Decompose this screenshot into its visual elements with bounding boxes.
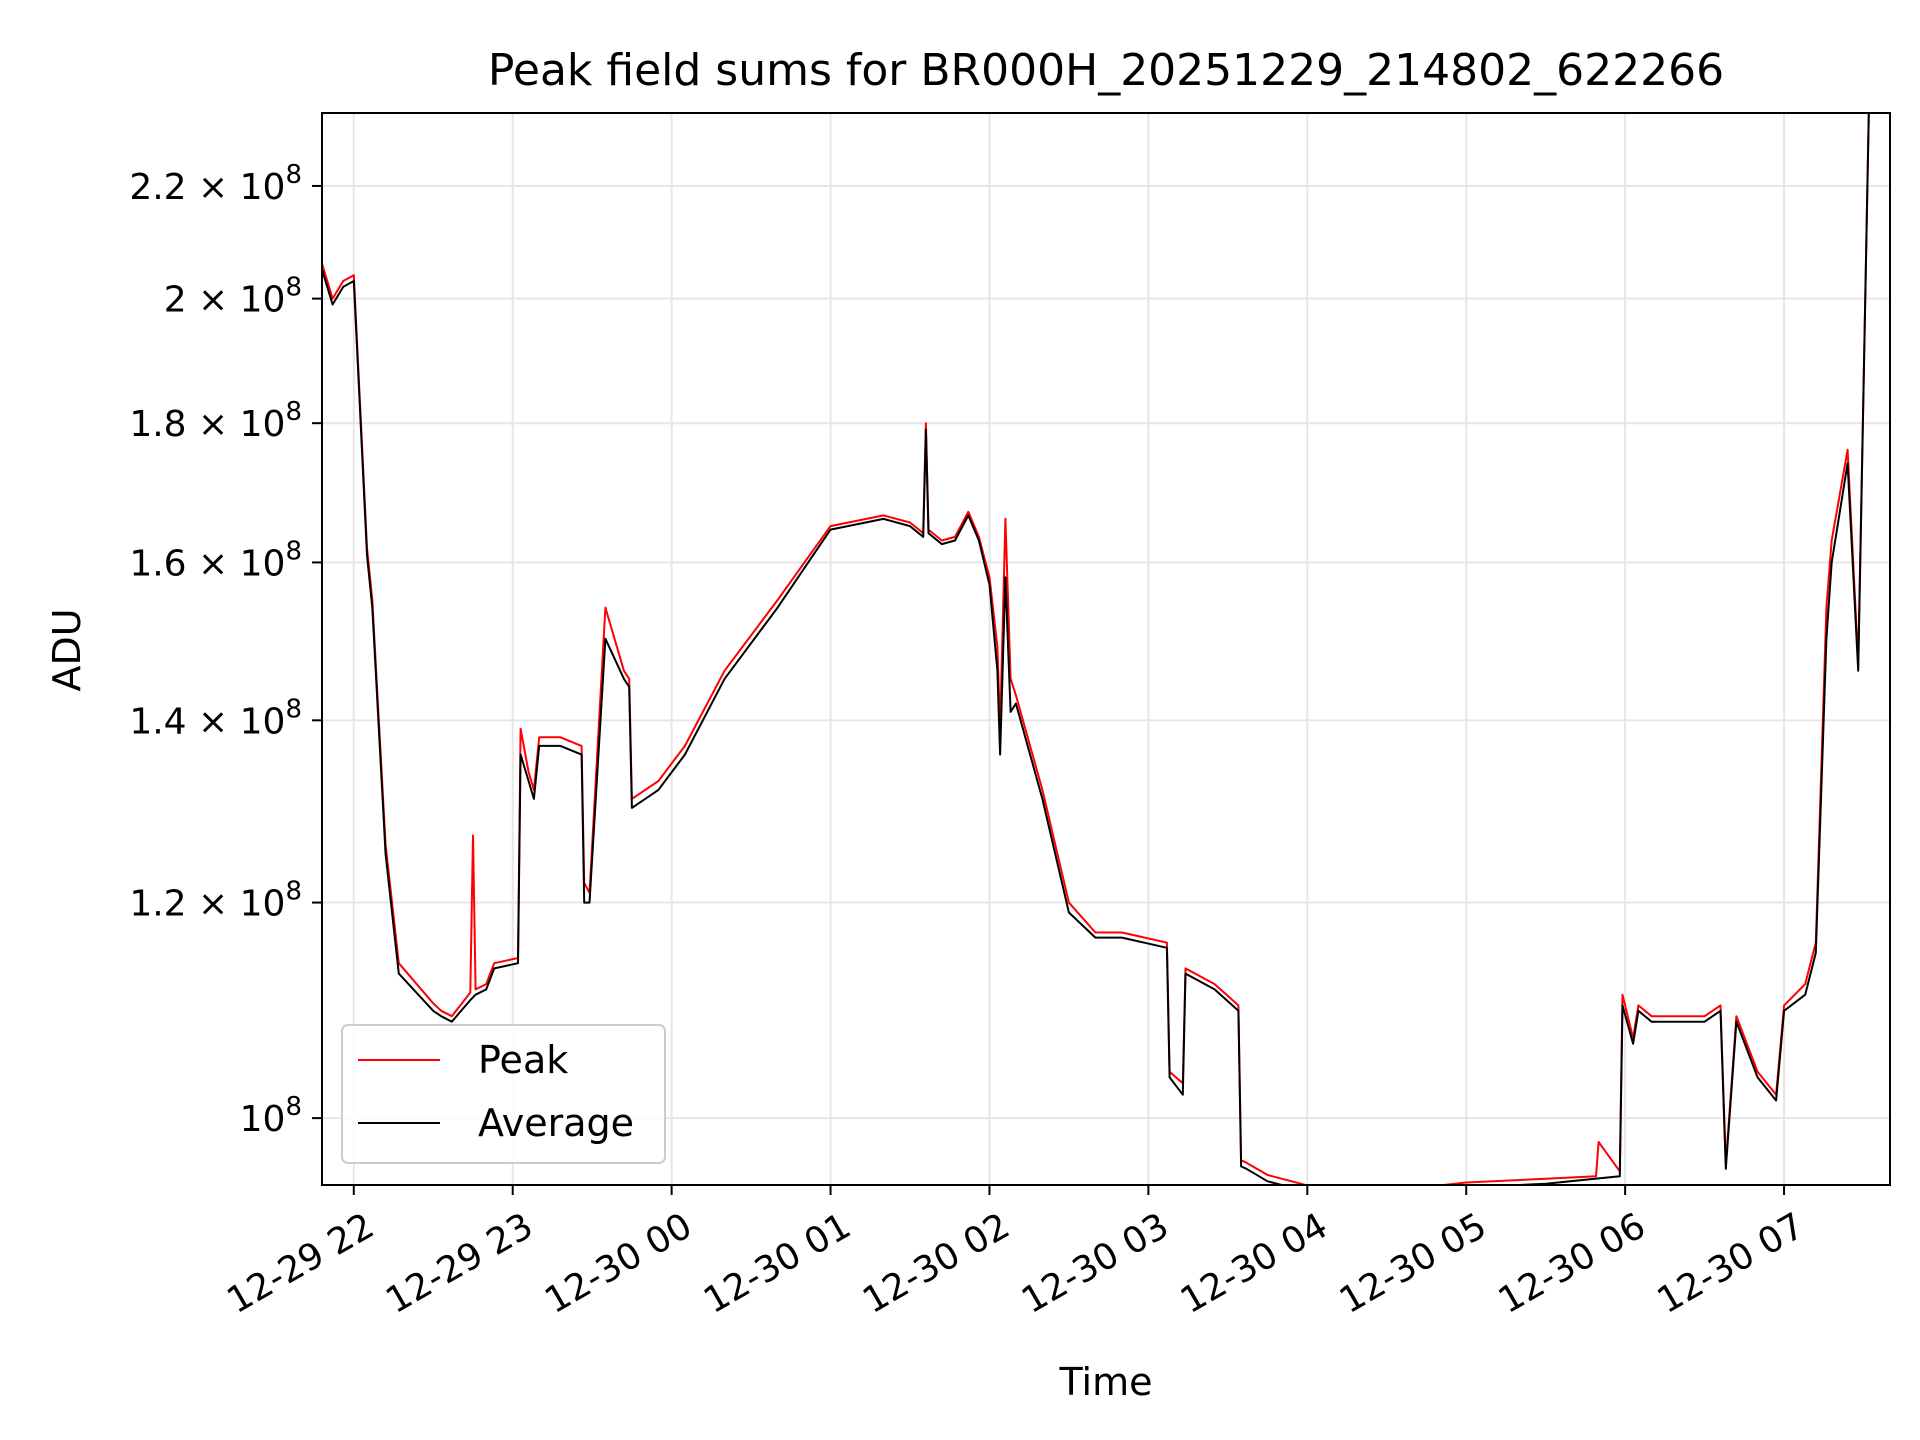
y-tick-base: × 10 [187, 884, 286, 925]
legend-label-peak: Peak [478, 1038, 568, 1082]
y-tick-base: × 10 [187, 280, 286, 321]
series-layer [322, 113, 1870, 1185]
y-tick-label: 1.4 × 108 [129, 694, 302, 742]
y-tick-base: × 10 [187, 543, 286, 584]
chart-title: Peak field sums for BR000H_20251229_2148… [488, 45, 1724, 96]
series-line-peak [322, 113, 1870, 1185]
y-tick-exponent: 8 [285, 1092, 302, 1122]
y-tick-exponent: 8 [285, 160, 302, 190]
y-tick-exponent: 8 [285, 877, 302, 907]
y-tick-base: × 10 [187, 701, 286, 742]
x-axis-label: Time [1059, 1360, 1153, 1404]
y-tick-base: × 10 [187, 167, 286, 208]
y-tick-exponent: 8 [285, 536, 302, 566]
series-line-average [322, 113, 1870, 1185]
y-tick-label: 1.6 × 108 [129, 536, 302, 584]
y-tick-mantissa: 1.4 [129, 701, 186, 742]
y-axis-label: ADU [45, 608, 89, 691]
y-tick-exponent: 8 [285, 273, 302, 303]
legend: Peak Average [341, 1024, 666, 1164]
y-tick-mantissa: 1.6 [129, 543, 186, 584]
y-tick-label: 1.8 × 108 [129, 397, 302, 445]
y-tick-label: 108 [240, 1092, 302, 1140]
y-tick-mantissa: 2.2 [129, 167, 186, 208]
y-tick-label: 1.2 × 108 [129, 877, 302, 925]
grid [322, 113, 1890, 1185]
legend-label-average: Average [478, 1101, 634, 1145]
plot-frame [321, 112, 1891, 1186]
y-tick-label: 2 × 108 [164, 273, 302, 321]
y-tick-mantissa: 2 [164, 280, 187, 321]
y-tick-mantissa: 1.2 [129, 884, 186, 925]
y-tick-exponent: 8 [285, 694, 302, 724]
y-tick-exponent: 8 [285, 397, 302, 427]
y-tick-label: 2.2 × 108 [129, 160, 302, 208]
y-tick-base: 10 [240, 1099, 286, 1140]
y-tick-base: × 10 [187, 404, 286, 445]
y-tick-mantissa: 1.8 [129, 404, 186, 445]
